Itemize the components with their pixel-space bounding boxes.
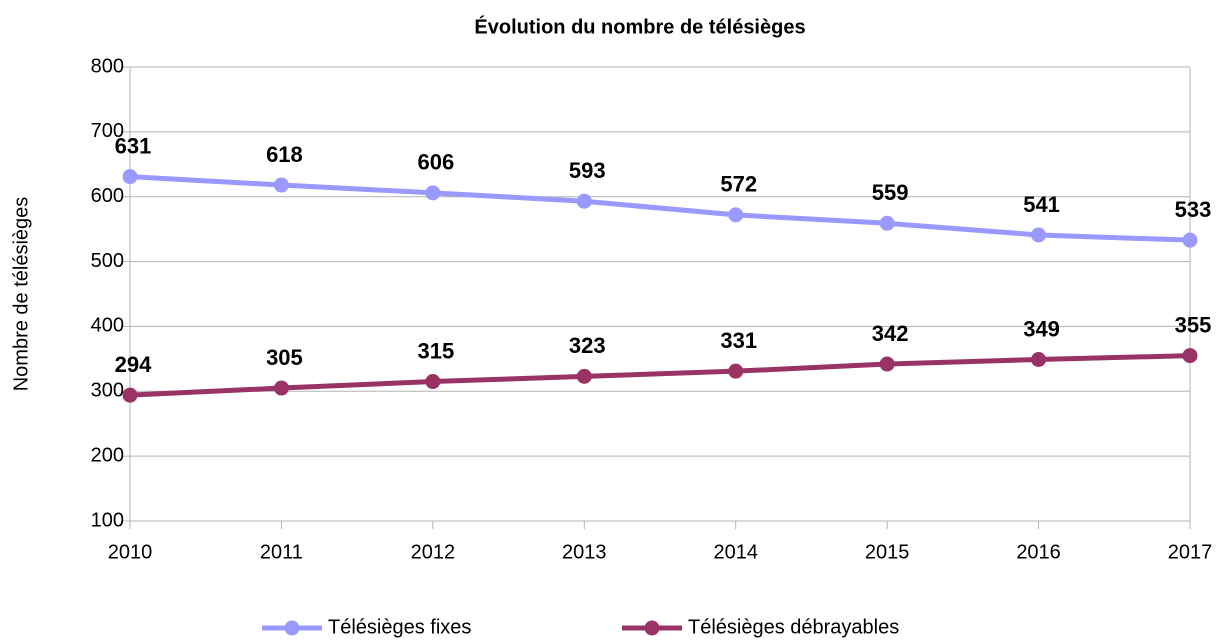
x-tick-label: 2015	[865, 541, 910, 563]
value-label: 294	[115, 352, 152, 377]
x-tick-label: 2011	[260, 541, 303, 563]
point	[1031, 227, 1047, 243]
point	[879, 356, 895, 372]
value-label: 572	[720, 172, 757, 197]
value-label: 305	[266, 345, 303, 370]
value-label: 323	[569, 333, 606, 358]
point	[728, 363, 744, 379]
point	[122, 387, 138, 403]
y-axis-label: Nombre de télésièges	[10, 197, 32, 392]
x-tick-label: 2016	[1016, 541, 1061, 563]
point	[1031, 352, 1047, 368]
point	[425, 185, 441, 201]
y-tick-label: 300	[91, 380, 124, 402]
point	[273, 177, 289, 193]
y-tick-label: 400	[91, 315, 124, 337]
point	[122, 169, 138, 185]
x-tick-label: 2010	[108, 541, 153, 563]
value-label: 631	[115, 133, 152, 158]
series-line	[129, 174, 1191, 243]
series-line	[129, 353, 1191, 398]
x-tick-label: 2014	[713, 541, 758, 563]
value-label: 541	[1023, 192, 1060, 217]
point	[576, 368, 592, 384]
x-tick-label: 2017	[1168, 541, 1213, 563]
point	[576, 193, 592, 209]
value-label: 355	[1175, 312, 1212, 337]
legend-marker	[644, 620, 660, 636]
y-tick-label: 100	[91, 509, 124, 531]
y-tick-label: 500	[91, 250, 124, 272]
y-tick-label: 700	[91, 120, 124, 142]
value-label: 533	[1175, 197, 1212, 222]
point	[879, 215, 895, 231]
value-label: 559	[872, 180, 909, 205]
y-tick-label: 600	[91, 185, 124, 207]
value-label: 315	[417, 338, 454, 363]
y-tick-label: 200	[91, 444, 124, 466]
legend-label: Télésièges débrayables	[688, 616, 899, 638]
value-label: 331	[720, 328, 757, 353]
value-label: 349	[1023, 316, 1060, 341]
point	[1182, 232, 1198, 248]
value-label: 593	[569, 158, 606, 183]
x-tick-label: 2013	[562, 541, 607, 563]
x-tick-label: 2012	[411, 541, 456, 563]
value-label: 342	[872, 321, 909, 346]
point	[273, 380, 289, 396]
chart-title: Évolution du nombre de télésièges	[474, 15, 805, 38]
point	[1182, 348, 1198, 364]
y-tick-label: 800	[91, 55, 124, 77]
point	[728, 207, 744, 223]
legend-marker	[284, 620, 300, 636]
point	[425, 374, 441, 390]
legend-label: Télésièges fixes	[328, 616, 471, 638]
value-label: 606	[417, 150, 454, 175]
value-label: 618	[266, 142, 303, 167]
